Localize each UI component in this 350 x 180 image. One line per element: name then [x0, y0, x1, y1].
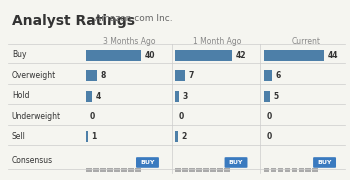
FancyBboxPatch shape: [264, 91, 271, 102]
Text: BUY: BUY: [317, 160, 332, 165]
Text: Consensus: Consensus: [12, 156, 53, 165]
FancyBboxPatch shape: [86, 70, 97, 81]
Text: 1 Month Ago: 1 Month Ago: [193, 37, 242, 46]
FancyBboxPatch shape: [203, 168, 209, 172]
Text: 4: 4: [96, 91, 101, 100]
Text: Underweight: Underweight: [12, 112, 61, 121]
Text: 0: 0: [178, 112, 184, 121]
FancyBboxPatch shape: [264, 70, 272, 81]
FancyBboxPatch shape: [100, 168, 106, 172]
FancyBboxPatch shape: [182, 168, 188, 172]
Text: 2: 2: [181, 132, 187, 141]
FancyBboxPatch shape: [136, 157, 159, 168]
FancyBboxPatch shape: [299, 168, 304, 172]
FancyBboxPatch shape: [225, 157, 247, 168]
Text: BUY: BUY: [229, 160, 243, 165]
Text: BUY: BUY: [140, 160, 155, 165]
FancyBboxPatch shape: [271, 168, 276, 172]
Text: 5: 5: [274, 91, 279, 100]
FancyBboxPatch shape: [175, 168, 181, 172]
Text: Current: Current: [292, 37, 321, 46]
Text: Analyst Ratings: Analyst Ratings: [12, 14, 135, 28]
Text: Amazon.com Inc.: Amazon.com Inc.: [95, 14, 173, 23]
FancyBboxPatch shape: [313, 157, 336, 168]
Text: 0: 0: [90, 112, 95, 121]
Text: 1: 1: [91, 132, 97, 141]
FancyBboxPatch shape: [128, 168, 134, 172]
FancyBboxPatch shape: [175, 91, 179, 102]
Text: 3: 3: [183, 91, 188, 100]
FancyBboxPatch shape: [196, 168, 202, 172]
FancyBboxPatch shape: [292, 168, 298, 172]
FancyBboxPatch shape: [264, 50, 324, 61]
FancyBboxPatch shape: [121, 168, 127, 172]
FancyBboxPatch shape: [285, 168, 290, 172]
FancyBboxPatch shape: [86, 91, 92, 102]
FancyBboxPatch shape: [175, 70, 184, 81]
Text: 3 Months Ago: 3 Months Ago: [103, 37, 155, 46]
FancyBboxPatch shape: [264, 168, 270, 172]
FancyBboxPatch shape: [135, 168, 141, 172]
Text: Buy: Buy: [12, 50, 26, 59]
Text: 8: 8: [101, 71, 106, 80]
FancyBboxPatch shape: [107, 168, 113, 172]
FancyBboxPatch shape: [313, 168, 318, 172]
Text: Sell: Sell: [12, 132, 26, 141]
Text: Overweight: Overweight: [12, 71, 56, 80]
FancyBboxPatch shape: [86, 50, 141, 61]
Text: 42: 42: [236, 51, 246, 60]
FancyBboxPatch shape: [210, 168, 216, 172]
FancyBboxPatch shape: [175, 50, 232, 61]
FancyBboxPatch shape: [217, 168, 223, 172]
Text: 0: 0: [267, 112, 272, 121]
Text: 44: 44: [327, 51, 338, 60]
FancyBboxPatch shape: [278, 168, 284, 172]
FancyBboxPatch shape: [175, 131, 178, 142]
Text: 6: 6: [275, 71, 280, 80]
FancyBboxPatch shape: [114, 168, 120, 172]
Text: Hold: Hold: [12, 91, 29, 100]
FancyBboxPatch shape: [86, 168, 92, 172]
FancyBboxPatch shape: [189, 168, 195, 172]
FancyBboxPatch shape: [93, 168, 99, 172]
FancyBboxPatch shape: [86, 131, 88, 142]
Text: 7: 7: [188, 71, 194, 80]
FancyBboxPatch shape: [306, 168, 312, 172]
Text: 0: 0: [267, 132, 272, 141]
Text: 40: 40: [145, 51, 155, 60]
FancyBboxPatch shape: [224, 168, 230, 172]
